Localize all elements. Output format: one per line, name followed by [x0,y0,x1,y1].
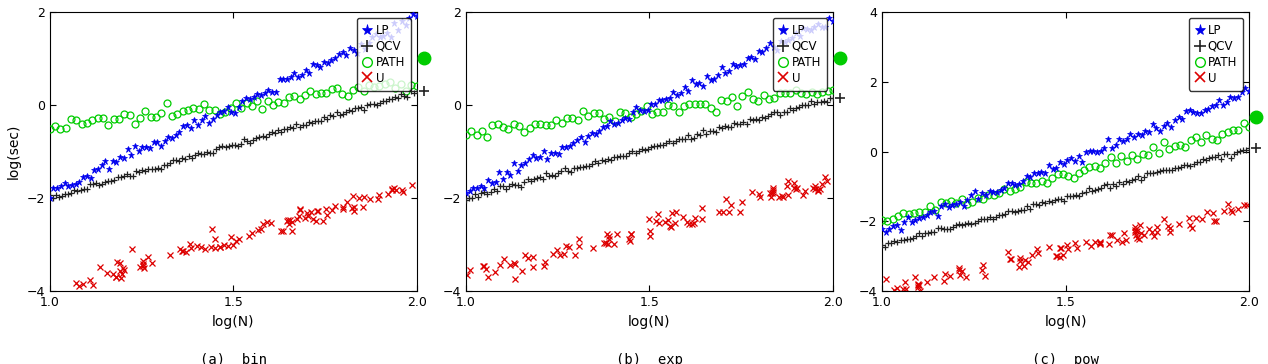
X-axis label: log(N): log(N) [1045,314,1087,329]
X-axis label: log(N): log(N) [212,314,255,329]
Legend: LP, QCV, PATH, U: LP, QCV, PATH, U [356,18,411,91]
Text: (b)  exp: (b) exp [616,353,683,364]
Legend: LP, QCV, PATH, U: LP, QCV, PATH, U [772,18,827,91]
Text: (c)  pow: (c) pow [1032,353,1099,364]
X-axis label: log(N): log(N) [628,314,671,329]
Legend: LP, QCV, PATH, U: LP, QCV, PATH, U [1189,18,1243,91]
Y-axis label: log(sec): log(sec) [6,124,22,179]
Text: (a)  bin: (a) bin [200,353,266,364]
